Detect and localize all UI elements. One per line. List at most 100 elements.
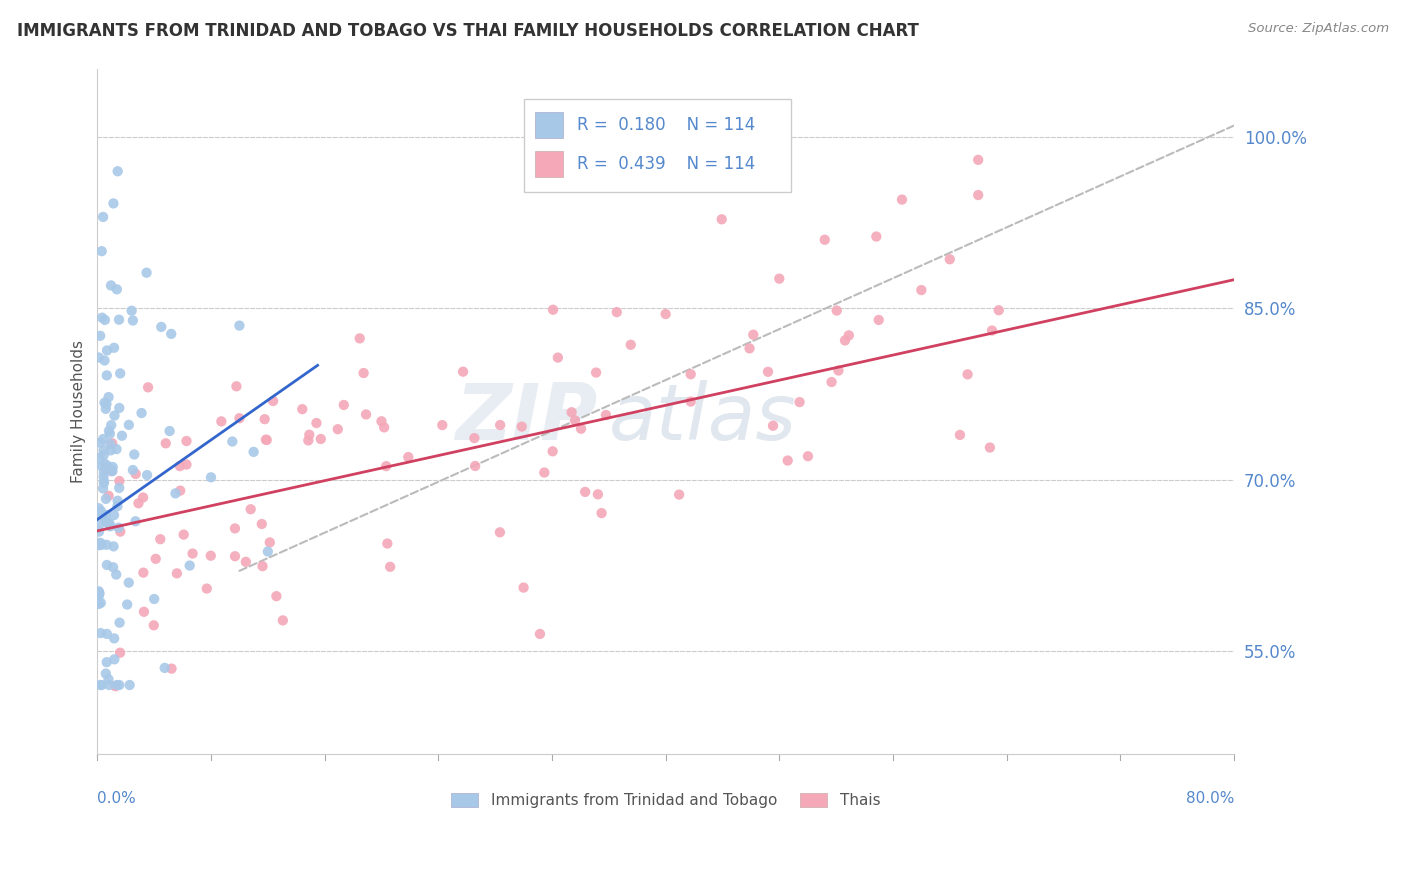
Point <box>87 597 110 611</box>
Point <box>132 491 155 505</box>
Point <box>891 193 914 207</box>
Point <box>93 476 115 491</box>
Point <box>489 417 512 432</box>
Point <box>200 470 222 484</box>
Point <box>104 679 127 693</box>
Point <box>93 457 115 471</box>
Point <box>135 266 157 280</box>
Point <box>149 532 172 546</box>
Point <box>94 460 117 475</box>
Point <box>108 678 131 692</box>
Point <box>235 555 257 569</box>
Point <box>209 414 232 428</box>
Point <box>93 448 115 462</box>
Point <box>256 544 278 558</box>
Point <box>100 418 122 433</box>
Point <box>710 212 733 227</box>
Point <box>94 515 117 529</box>
Point <box>87 538 110 552</box>
Text: R =  0.439    N = 114: R = 0.439 N = 114 <box>576 155 755 173</box>
Point <box>939 252 962 267</box>
Point <box>225 379 247 393</box>
Point <box>105 282 128 296</box>
Point <box>101 464 124 478</box>
Point <box>87 351 110 365</box>
Point <box>132 605 155 619</box>
Point <box>585 366 607 380</box>
Point <box>252 559 274 574</box>
Point <box>375 459 398 474</box>
FancyBboxPatch shape <box>523 99 790 192</box>
Point <box>228 318 250 333</box>
Point <box>108 474 131 488</box>
Point <box>108 646 131 660</box>
Point <box>155 436 177 450</box>
Point <box>221 434 243 449</box>
Point <box>173 527 195 541</box>
Point <box>87 450 110 465</box>
Point <box>108 615 131 630</box>
Y-axis label: Family Households: Family Households <box>72 340 86 483</box>
Point <box>105 442 128 457</box>
Point <box>827 363 849 377</box>
Point <box>111 428 134 442</box>
Point <box>96 343 118 358</box>
Point <box>239 502 262 516</box>
Point <box>291 402 314 417</box>
Point <box>228 411 250 425</box>
Point <box>253 412 276 426</box>
Point <box>309 432 332 446</box>
Point <box>94 508 117 522</box>
Point <box>107 521 129 535</box>
Point <box>131 406 153 420</box>
Point <box>432 418 454 433</box>
Point <box>100 464 122 478</box>
Point <box>94 666 117 681</box>
Point <box>169 483 191 498</box>
Point <box>541 302 564 317</box>
Point <box>179 558 201 573</box>
Point <box>124 467 146 481</box>
Point <box>159 424 181 438</box>
Point <box>90 596 112 610</box>
Point <box>533 466 555 480</box>
Point <box>90 504 112 518</box>
Point <box>564 413 586 427</box>
Point <box>121 303 143 318</box>
Point <box>510 419 533 434</box>
Point <box>762 418 785 433</box>
Point <box>132 566 155 580</box>
Point <box>91 210 114 224</box>
Point <box>93 395 115 409</box>
Point <box>101 560 124 574</box>
Point <box>90 458 112 473</box>
Point <box>94 401 117 416</box>
Point <box>298 427 321 442</box>
Point <box>89 678 111 692</box>
Point <box>153 661 176 675</box>
Point <box>122 447 145 461</box>
Point <box>108 401 131 415</box>
Point <box>124 514 146 528</box>
Point <box>101 436 124 450</box>
Point <box>87 524 110 539</box>
Point <box>89 516 111 531</box>
Point <box>103 409 125 423</box>
Point <box>370 414 392 428</box>
Point <box>910 283 932 297</box>
Point <box>165 486 187 500</box>
Point <box>242 445 264 459</box>
Point <box>789 395 811 409</box>
Point <box>118 678 141 692</box>
Point <box>93 469 115 483</box>
Point <box>169 459 191 474</box>
Point <box>489 525 512 540</box>
Point <box>90 538 112 552</box>
Point <box>98 678 121 692</box>
Point <box>89 435 111 450</box>
Point <box>98 426 121 441</box>
Point <box>620 338 643 352</box>
Text: 80.0%: 80.0% <box>1185 791 1234 806</box>
Point <box>96 538 118 552</box>
Point <box>91 432 114 446</box>
